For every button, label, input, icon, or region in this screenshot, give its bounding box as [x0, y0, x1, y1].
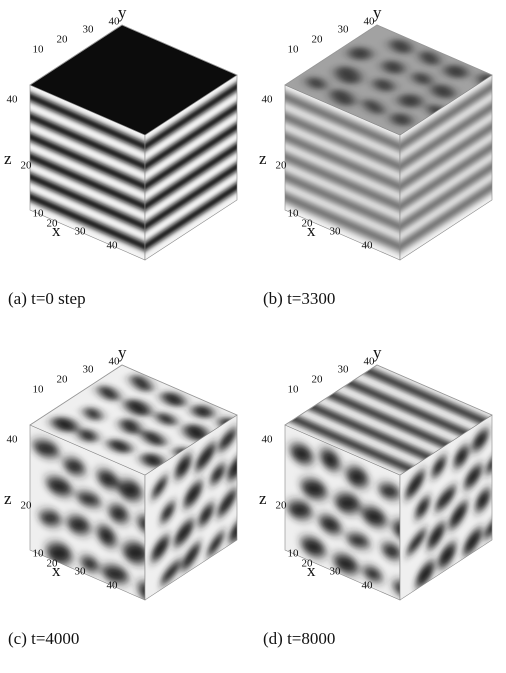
tick-label: 20 — [47, 558, 59, 570]
tick-label: 20 — [302, 558, 314, 570]
tick-label: 20 — [276, 500, 288, 512]
tick-label: 10 — [33, 548, 45, 560]
tick-label: 30 — [75, 226, 87, 238]
tick-label: 40 — [364, 16, 376, 28]
tick-label: 10 — [288, 548, 300, 560]
tick-label: 10 — [33, 208, 45, 220]
tick-label: 20 — [57, 34, 69, 46]
tick-label: 10 — [33, 44, 45, 56]
tick-label: 30 — [338, 364, 350, 376]
tick-label: 20 — [312, 374, 324, 386]
figure: yzx10203040402010203040(a) t=0 stepyzx10… — [0, 0, 506, 673]
tick-label: 20 — [302, 218, 314, 230]
tick-label: 30 — [330, 566, 342, 578]
tick-label: 40 — [262, 434, 274, 446]
caption: (c) t=4000 — [8, 629, 79, 648]
tick-label: 20 — [21, 500, 33, 512]
tick-label: 10 — [288, 208, 300, 220]
tick-label: 10 — [288, 384, 300, 396]
tick-label: 40 — [362, 580, 374, 592]
tick-label: 40 — [262, 94, 274, 106]
tick-label: 40 — [7, 94, 19, 106]
axis-label: z — [259, 489, 267, 508]
axis-label: z — [259, 149, 267, 168]
tick-label: 20 — [47, 218, 59, 230]
tick-label: 30 — [330, 226, 342, 238]
tick-label: 30 — [83, 364, 95, 376]
tick-label: 40 — [7, 434, 19, 446]
tick-label: 30 — [75, 566, 87, 578]
caption: (d) t=8000 — [263, 629, 335, 648]
tick-label: 10 — [288, 44, 300, 56]
tick-label: 10 — [33, 384, 45, 396]
caption: (b) t=3300 — [263, 289, 335, 308]
tick-label: 40 — [362, 240, 374, 252]
tick-label: 20 — [57, 374, 69, 386]
tick-label: 20 — [312, 34, 324, 46]
tick-label: 40 — [107, 580, 119, 592]
tick-label: 40 — [364, 356, 376, 368]
tick-label: 40 — [109, 16, 121, 28]
axis-label: z — [4, 149, 12, 168]
tick-label: 30 — [83, 24, 95, 36]
tick-label: 40 — [109, 356, 121, 368]
panel: yzx10203040402010203040(d) t=8000 — [259, 343, 505, 648]
caption: (a) t=0 step — [8, 289, 86, 308]
tick-label: 20 — [276, 160, 288, 172]
tick-label: 40 — [107, 240, 119, 252]
tick-label: 30 — [338, 24, 350, 36]
tick-label: 20 — [21, 160, 33, 172]
axis-label: z — [4, 489, 12, 508]
